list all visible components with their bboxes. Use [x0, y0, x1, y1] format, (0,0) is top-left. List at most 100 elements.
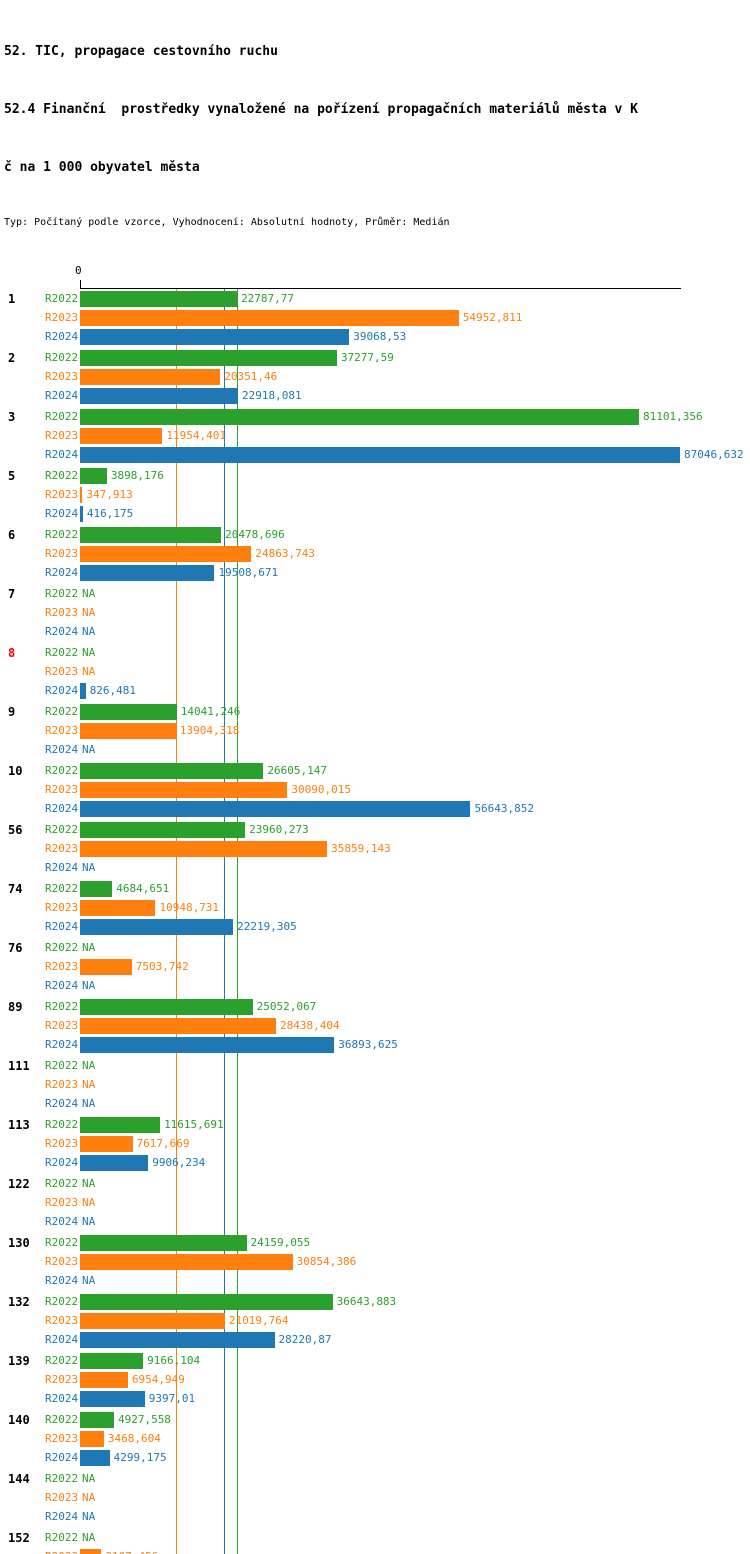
bar-row-r2023: R2023 7617,669 [0, 1134, 750, 1153]
chart-group-113: 113 R2022 11615,691 R2023 7617,669 R2024 9906,… [0, 1115, 750, 1172]
bar-r2024 [80, 387, 238, 404]
bar-wrap: 11954,401 [80, 426, 226, 445]
bar-r2023 [80, 840, 328, 857]
bar-value: 30090,015 [291, 783, 351, 796]
series-label: R2023 [45, 783, 79, 796]
bar-value: 9906,234 [152, 1156, 206, 1169]
series-label: R2024 [45, 330, 79, 343]
group-label: 130 [8, 1236, 30, 1250]
bar-row-r2024: R2024 9906,234 [0, 1153, 750, 1172]
bar-r2022 [80, 526, 222, 543]
series-label: R2024 [45, 1215, 79, 1228]
chart-group-152: 152R2022NAR20233107,456R2024NA [0, 1528, 750, 1554]
bar-value: 20478,696 [225, 528, 285, 541]
series-label: R2022 [45, 646, 79, 659]
bar-row-r2023: R2023 21019,764 [0, 1311, 750, 1330]
bar-wrap: 13904,318 [80, 721, 239, 740]
bar-value: 7617,669 [136, 1137, 190, 1150]
bar-row-r2023: R2023 11954,401 [0, 426, 750, 445]
bar-r2022 [80, 1116, 161, 1133]
bar-row-r2024: R2024 NA [0, 1094, 750, 1113]
bar-wrap: 20478,696 [80, 525, 285, 544]
series-label: R2024 [45, 566, 79, 579]
series-label: R2023 [45, 1373, 79, 1386]
bar-row-r2024: R2024 39068,53 [0, 327, 750, 346]
series-label: R2023 [45, 1432, 79, 1445]
axis-zero-label: 0 [75, 264, 82, 277]
bar-wrap: 4299,175 [80, 1448, 167, 1467]
bar-value-na: NA [82, 1097, 96, 1110]
group-label: 56 [8, 823, 23, 837]
bar-r2022 [80, 762, 264, 779]
bar-wrap: 11615,691 [80, 1115, 224, 1134]
chart-group-139: 139 R2022 9166,104 R2023 6954,949 R2024 9397,0… [0, 1351, 750, 1408]
bar-row-r2023: R2023 54952,811 [0, 308, 750, 327]
bar-value: 4684,651 [116, 882, 170, 895]
bar-row-r2022: R2022 3898,176 [0, 466, 750, 485]
bar-r2023 [80, 427, 163, 444]
bar-value: 347,913 [86, 488, 133, 501]
series-label: R2023 [45, 1314, 79, 1327]
bar-value-na: NA [82, 861, 96, 874]
series-label: R2022 [45, 1472, 79, 1485]
bar-value: 54952,811 [462, 311, 523, 324]
group-label: 89 [8, 1000, 23, 1014]
series-label: R2022 [45, 705, 79, 718]
bar-row-r2022: R2022 20478,696 [0, 525, 750, 544]
bar-row-r2022: R2022 NA [0, 1528, 750, 1547]
bar-value-na: NA [82, 587, 96, 600]
series-label: R2023 [45, 606, 79, 619]
bar-r2022 [80, 1352, 144, 1369]
bar-r2023 [80, 722, 176, 739]
series-label: R2022 [45, 1236, 79, 1249]
bar-row-r2023: R2023 30090,015 [0, 780, 750, 799]
series-label: R2024 [45, 389, 79, 402]
series-label: R2022 [45, 1118, 79, 1131]
chart-group-132: 132 R2022 36643,883 R2023 21019,764 R2024 2822… [0, 1292, 750, 1349]
bar-r2023 [80, 1017, 277, 1034]
series-label: R2023 [45, 547, 79, 560]
bar-r2023 [80, 1135, 133, 1152]
bar-wrap: NA [80, 1469, 95, 1488]
bar-wrap: 30854,386 [80, 1252, 356, 1271]
bar-value: 21019,764 [228, 1314, 289, 1327]
series-label: R2022 [45, 1000, 79, 1013]
bar-row-r2022: R2022 11615,691 [0, 1115, 750, 1134]
bar-row-r2022: R2022 4927,558 [0, 1410, 750, 1429]
bar-value: 14041,246 [180, 705, 241, 718]
series-label: R2023 [45, 1255, 79, 1268]
series-label: R2022 [45, 823, 79, 836]
bar-wrap: 826,481 [80, 681, 136, 700]
bar-value-na: NA [82, 1215, 96, 1228]
series-label: R2022 [45, 351, 79, 364]
chart-group-111: 111 R2022 NA R2023 NA R2024 NA [0, 1056, 750, 1113]
bar-wrap: NA [80, 938, 95, 957]
bar-r2024 [80, 1154, 149, 1171]
bar-r2022 [80, 880, 113, 897]
group-label: 7 [8, 587, 16, 601]
series-label: R2022 [45, 292, 79, 305]
bar-wrap: 22787,77 [80, 289, 294, 308]
series-label: R2024 [45, 1392, 79, 1405]
bar-row-r2022: R2022 NA [0, 1056, 750, 1075]
bar-r2022 [80, 467, 107, 484]
bar-r2022 [80, 703, 177, 720]
bar-value: 28220,87 [278, 1333, 332, 1346]
series-label: R2024 [45, 1333, 79, 1346]
series-label: R2024 [45, 1451, 79, 1464]
bar-wrap: 4684,651 [80, 879, 169, 898]
bar-row-r2024: R2024 NA [0, 1507, 750, 1526]
bar-value-na: NA [82, 625, 96, 638]
bar-wrap: 7617,669 [80, 1134, 189, 1153]
chart-group-2: 2 R2022 37277,59 R2023 20351,46 R2024 22918,08… [0, 348, 750, 405]
series-label: R2024 [45, 979, 79, 992]
median-line-r2022 [237, 289, 239, 1554]
bar-value-na: NA [82, 1196, 96, 1209]
bar-r2024 [80, 328, 350, 345]
page-subtitle-line2: č na 1 000 obyvatel města [4, 160, 200, 175]
bar-value: 23960,273 [249, 823, 309, 836]
bar-wrap: NA [80, 1075, 95, 1094]
bar-value: 36893,625 [338, 1038, 398, 1051]
series-label: R2023 [45, 724, 79, 737]
bar-wrap: 36643,883 [80, 1292, 396, 1311]
